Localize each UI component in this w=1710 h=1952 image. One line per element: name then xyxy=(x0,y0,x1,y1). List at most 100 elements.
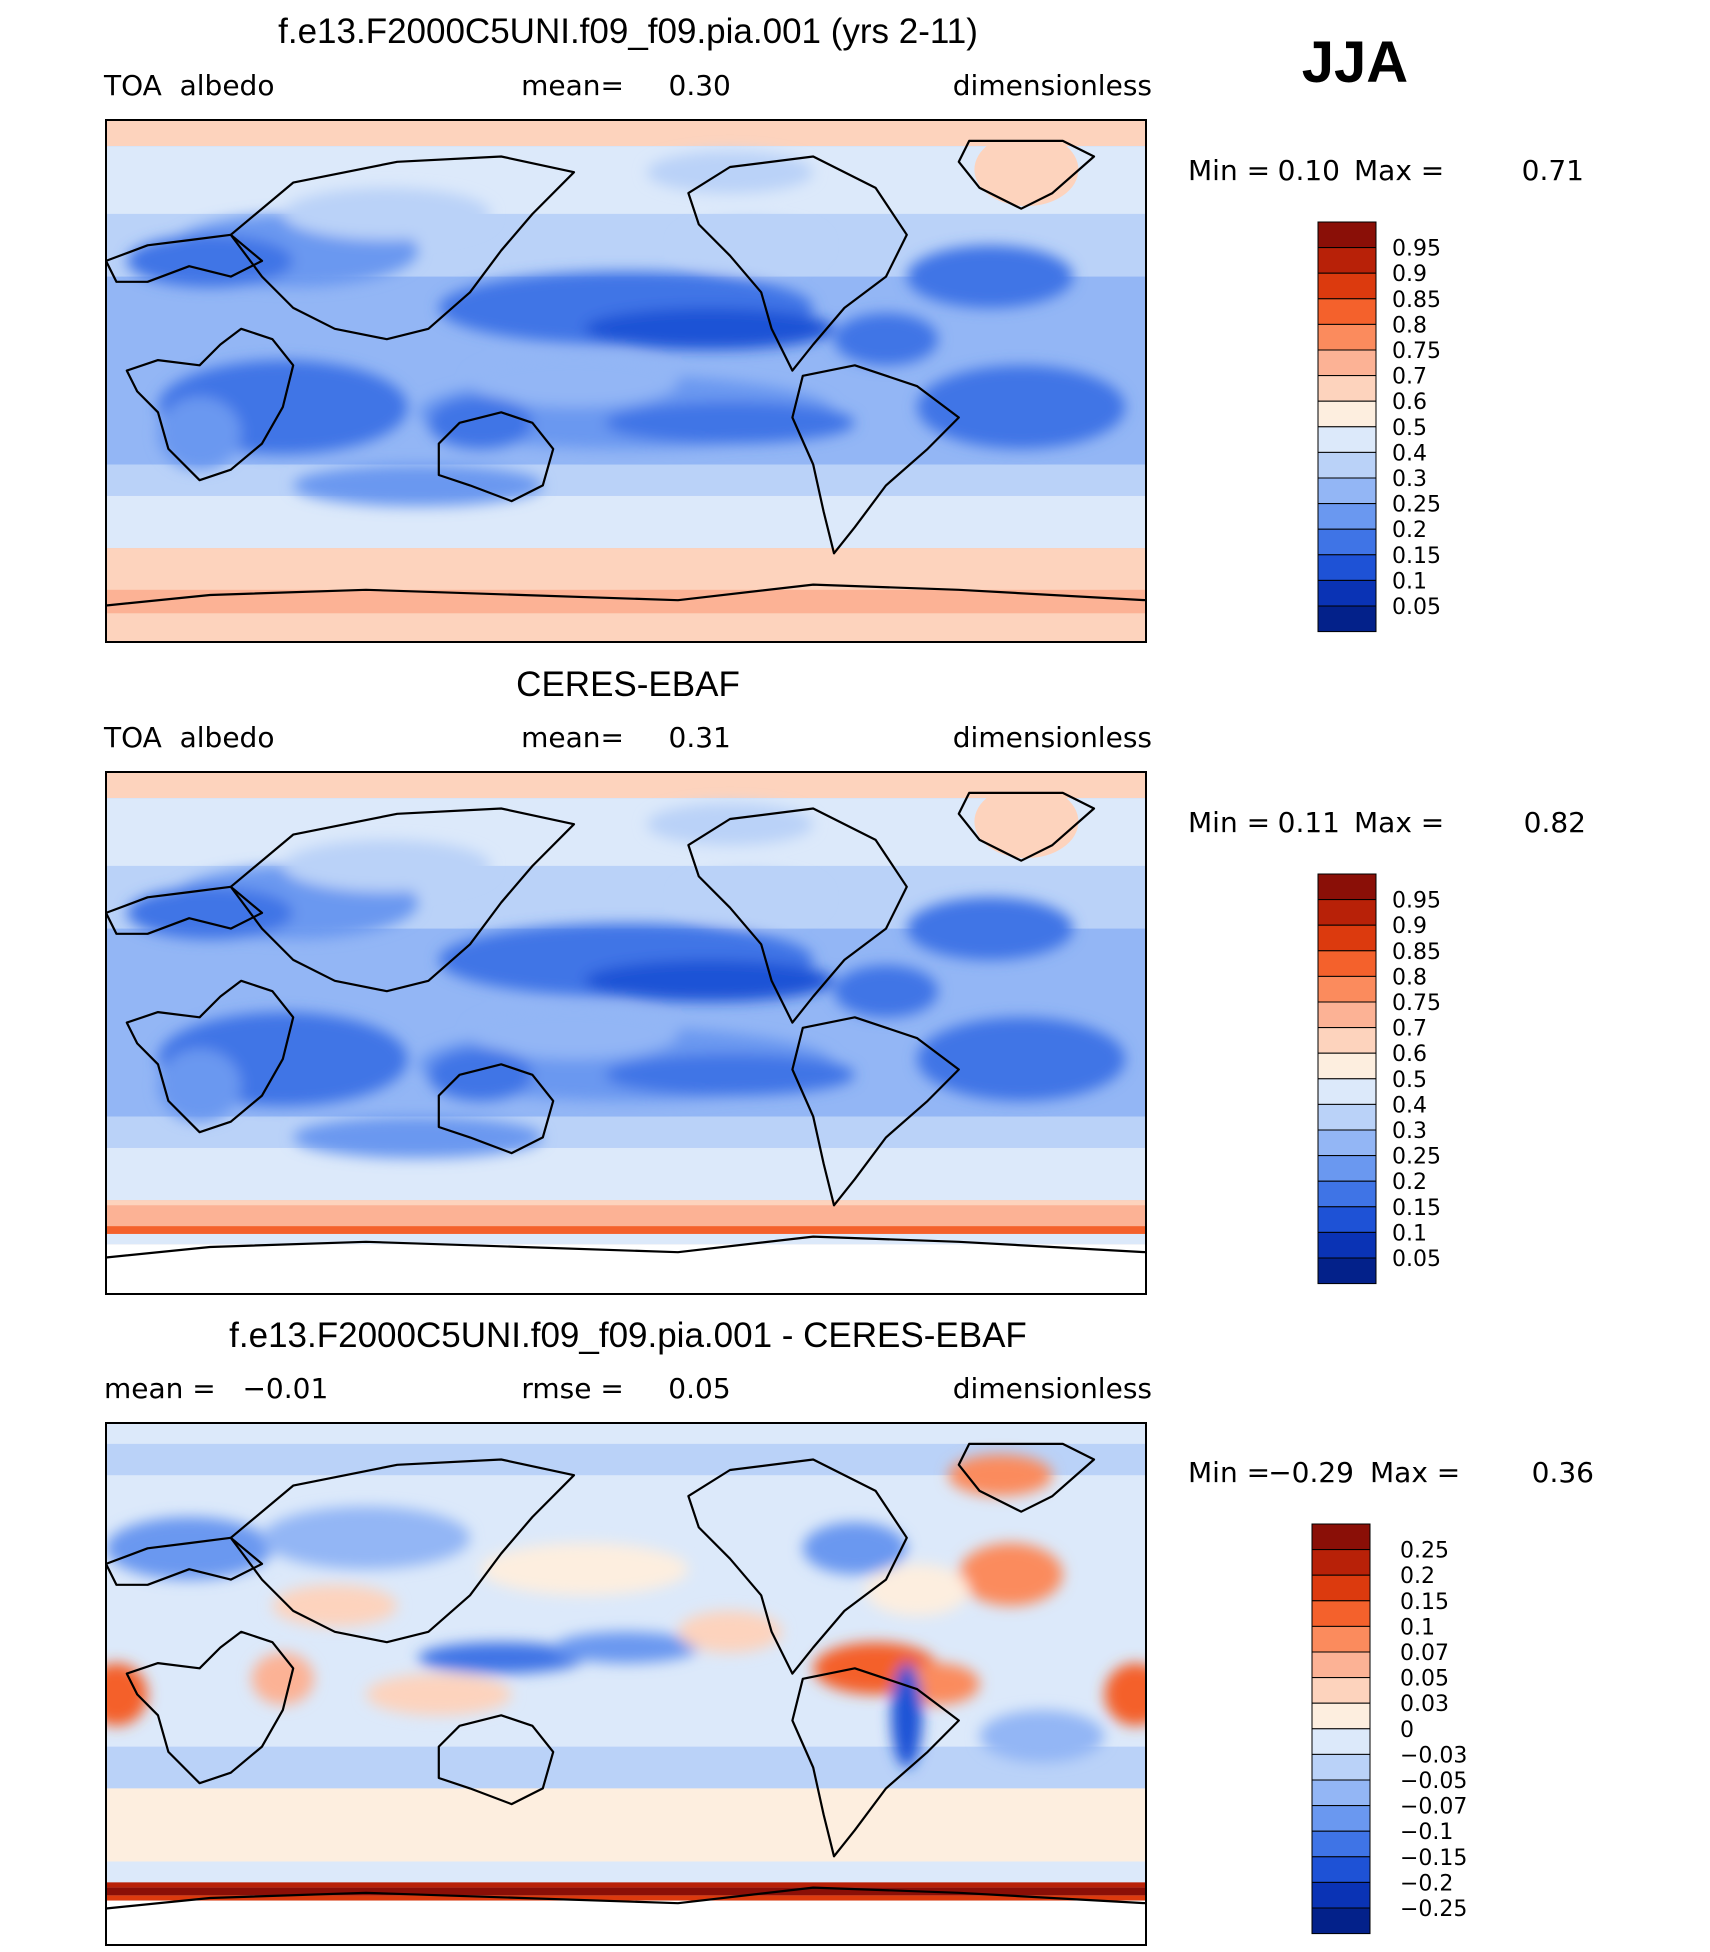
coastline xyxy=(687,155,908,372)
field-region xyxy=(251,1652,314,1705)
colorbar-tick-label: 0.7 xyxy=(1392,365,1427,390)
colorbar-tick-label: 0.3 xyxy=(1392,467,1427,492)
colorbar-tick-label: 0.03 xyxy=(1400,1692,1449,1717)
colorbar-tick-label: 0.1 xyxy=(1400,1615,1435,1640)
field-band xyxy=(106,1900,1146,1945)
colorbar-tick-label: 0.05 xyxy=(1400,1667,1449,1692)
colorbar-swatch xyxy=(1317,298,1377,325)
variable-label: TOA albedo xyxy=(103,721,274,754)
field-region xyxy=(553,1631,699,1664)
field-region xyxy=(958,1543,1063,1606)
field-region xyxy=(646,803,814,846)
colorbar-swatch xyxy=(1317,1180,1377,1208)
colorbar-swatch xyxy=(1317,899,1377,926)
colorbar-swatch xyxy=(1311,1549,1371,1576)
rmse-label: rmse = 0.05 xyxy=(521,1372,730,1405)
colorbar-swatch xyxy=(1311,1779,1371,1807)
colorbar-swatch xyxy=(1317,1027,1377,1054)
coastline xyxy=(125,327,295,482)
min-value: 0.10 xyxy=(1278,154,1340,187)
coastline xyxy=(791,364,960,555)
colorbar-swatch xyxy=(1311,1728,1371,1755)
units-label: dimensionless xyxy=(953,1372,1152,1405)
units-label: dimensionless xyxy=(953,721,1152,754)
field-band xyxy=(106,495,1146,549)
colorbar-tick-label: 0.2 xyxy=(1400,1564,1435,1589)
colorbar-tick-label: −0.05 xyxy=(1400,1769,1467,1794)
colorbar-tick-label: −0.15 xyxy=(1400,1846,1467,1871)
colorbar-swatch xyxy=(1311,1651,1371,1679)
field-band xyxy=(106,589,1146,614)
coastline xyxy=(106,1235,1146,1259)
field-region xyxy=(834,313,938,366)
max-label: Max = xyxy=(1370,1456,1460,1489)
colorbar-tick-label: −0.07 xyxy=(1400,1795,1467,1820)
coastline xyxy=(791,1016,960,1207)
max-value: 0.36 xyxy=(1532,1456,1594,1489)
field-region xyxy=(366,1673,512,1716)
colorbar-swatch xyxy=(1311,1677,1371,1704)
colorbar-swatch xyxy=(1317,1155,1377,1182)
field-region xyxy=(948,1454,1053,1497)
max-value: 0.82 xyxy=(1524,806,1586,839)
field-region xyxy=(282,839,491,893)
field-band xyxy=(106,120,1146,147)
field-band xyxy=(106,1895,1146,1901)
colorbar-swatch xyxy=(1311,1753,1371,1781)
field-region xyxy=(293,1116,543,1159)
coastline xyxy=(687,807,908,1024)
colorbar-swatch xyxy=(1317,1052,1377,1080)
field-band xyxy=(106,1882,1146,1888)
coastline xyxy=(229,1458,576,1644)
colorbar-swatch xyxy=(1317,451,1377,479)
colorbar-tick-label: 0.6 xyxy=(1392,1042,1427,1067)
coastline xyxy=(437,411,555,503)
mean-label: mean= 0.31 xyxy=(521,721,731,754)
field-region xyxy=(834,965,938,1018)
field-region xyxy=(418,1642,585,1674)
panel-difference: f.e13.F2000C5UNI.f09_f09.pia.001 - CERES… xyxy=(104,1316,1594,1946)
coastline xyxy=(106,233,264,283)
colorbar-swatch xyxy=(1317,1231,1377,1259)
colorbar-tick-label: 0.75 xyxy=(1392,339,1441,364)
colorbar-tick-label: −0.25 xyxy=(1400,1897,1467,1922)
colorbar-tick-label: 0.4 xyxy=(1392,441,1427,466)
colorbar-swatch xyxy=(1311,1600,1371,1627)
colorbar-swatch xyxy=(1317,426,1377,453)
field-region xyxy=(428,396,533,449)
coastline xyxy=(229,807,576,993)
colorbar-tick-label: 0.1 xyxy=(1392,569,1427,594)
max-value: 0.71 xyxy=(1522,154,1584,187)
colorbar-swatch xyxy=(1311,1574,1371,1602)
panel-title: f.e13.F2000C5UNI.f09_f09.pia.001 - CERES… xyxy=(229,1316,1027,1355)
colorbar-swatch xyxy=(1317,1129,1377,1157)
colorbar-tick-label: 0.5 xyxy=(1392,1068,1427,1093)
colorbar-tick-label: 0.25 xyxy=(1392,1145,1441,1170)
coastlines xyxy=(106,1442,1146,1910)
field-region xyxy=(979,1710,1105,1763)
colorbar-tick-label: 0.15 xyxy=(1400,1590,1449,1615)
coastline xyxy=(125,1630,295,1785)
field-region xyxy=(106,1663,148,1726)
coastline xyxy=(106,583,1146,607)
panel-observations: CERES-EBAF TOA albedo mean= 0.31 dimensi… xyxy=(103,665,1586,1295)
colorbar-swatch xyxy=(1317,503,1377,530)
colorbar-swatch xyxy=(1317,221,1377,249)
field-band xyxy=(106,1233,1146,1245)
field-contours xyxy=(126,151,1126,507)
colorbar-swatch xyxy=(1317,975,1377,1003)
variable-label: TOA albedo xyxy=(103,69,274,102)
field-region xyxy=(470,1006,678,1060)
field-band xyxy=(106,464,1146,496)
colorbar-tick-label: −0.1 xyxy=(1400,1820,1453,1845)
colorbar-swatch xyxy=(1317,272,1377,300)
coastline xyxy=(957,791,1096,862)
colorbar-swatch xyxy=(1317,323,1377,351)
coastline xyxy=(791,1667,960,1858)
field-region xyxy=(158,1048,242,1122)
colorbar-tick-label: 0.8 xyxy=(1392,313,1427,338)
field-region xyxy=(272,1584,398,1627)
colorbar-tick-label: 0.75 xyxy=(1392,991,1441,1016)
field-region xyxy=(678,219,824,272)
map-plot xyxy=(105,119,1147,643)
